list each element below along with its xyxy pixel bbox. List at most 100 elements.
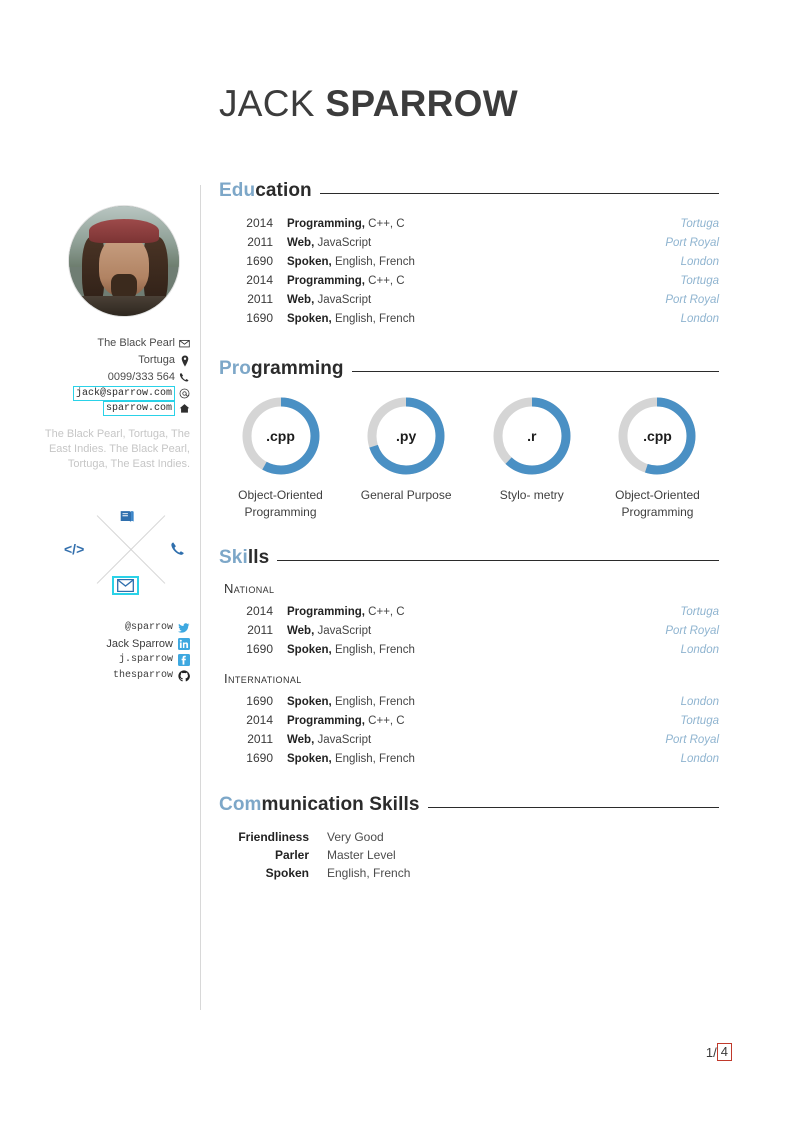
table-row: 1690 Spoken, English, French London: [227, 252, 719, 271]
table-row: 2014 Programming, C++, C Tortuga: [227, 271, 719, 290]
social-row-facebook[interactable]: j.sparrow: [40, 652, 190, 668]
contact-text: 0099/333 564: [107, 371, 175, 383]
comm-label: Spoken: [265, 866, 309, 880]
book-icon[interactable]: [118, 508, 136, 526]
social-handle[interactable]: thesparrow: [112, 670, 173, 681]
contact-row-location: Tortuga: [40, 352, 190, 369]
entry-detail: JavaScript: [317, 294, 372, 306]
twitter-icon: [178, 622, 190, 634]
entry-detail: JavaScript: [317, 625, 372, 637]
entry-place: Port Royal: [665, 625, 719, 637]
donut-caption: Object-Oriented Programming: [238, 488, 323, 519]
entry-detail: C++, C: [368, 606, 405, 618]
contact-row-phone: 0099/333 564: [40, 369, 190, 386]
section-education: Education 2014 Programming, C++, C Tortu…: [219, 180, 719, 328]
heading-rest: gramming: [250, 358, 344, 379]
column-divider: [200, 185, 201, 1010]
comm-label: Parler: [274, 848, 309, 862]
envelope-icon[interactable]: [112, 576, 139, 595]
contact-row-email-label: The Black Pearl: [40, 335, 190, 352]
entry-detail: English, French: [334, 753, 415, 765]
entry-body: Web, JavaScript: [287, 291, 665, 309]
heading-rule: [319, 192, 719, 195]
social-row-twitter[interactable]: @sparrow: [40, 620, 190, 636]
entry-year: 2011: [247, 235, 273, 249]
entry-topic: Spoken,: [287, 696, 332, 708]
entry-detail: English, French: [334, 313, 415, 325]
donut-chart: .cpp: [615, 394, 699, 478]
donut-label: .cpp: [266, 428, 295, 444]
entry-topic: Programming,: [287, 275, 365, 287]
entry-place: London: [680, 753, 719, 765]
entry-detail: C++, C: [368, 218, 405, 230]
donut-label: .r: [527, 428, 537, 444]
social-row-github[interactable]: thesparrow: [40, 668, 190, 684]
entry-body: Spoken, English, French: [287, 310, 681, 328]
entry-place: Tortuga: [680, 715, 719, 727]
entry-topic: Web,: [287, 625, 315, 637]
section-communication: Communication Skills Friendliness Very G…: [219, 794, 719, 882]
contact-row-email[interactable]: jack@sparrow.com: [40, 386, 190, 401]
donut-caption: General Purpose: [360, 488, 452, 502]
entry-detail: English, French: [334, 256, 415, 268]
social-handle[interactable]: Jack Sparrow: [106, 638, 173, 650]
contact-text: Tortuga: [138, 354, 175, 366]
sidebar: The Black Pearl Tortuga 0099/333 564 jac…: [40, 185, 190, 684]
github-icon: [178, 670, 190, 682]
donut-item: .cpp Object-Oriented Programming: [223, 394, 338, 521]
donut-chart: .r: [490, 394, 574, 478]
entry-place: Tortuga: [680, 275, 719, 287]
entry-year: 2014: [246, 713, 273, 727]
social-list: @sparrow Jack Sparrow j.sparrow thesparr…: [40, 620, 190, 684]
communication-table: Friendliness Very Good Parler Master Lev…: [223, 828, 719, 882]
entry-place: London: [680, 256, 719, 268]
current-page: 1: [705, 1044, 714, 1060]
total-pages[interactable]: 4: [716, 1043, 732, 1061]
heading-rule: [277, 559, 719, 562]
table-row: 2011 Web, JavaScript Port Royal: [227, 730, 719, 749]
main-column: JACK SPARROW Education 2014 Programming,…: [219, 80, 719, 882]
heading-rest: cation: [255, 180, 312, 201]
entry-year: 1690: [246, 311, 273, 325]
entry-body: Spoken, English, French: [287, 641, 681, 659]
table-row: 1690 Spoken, English, French London: [227, 692, 719, 711]
last-name: SPARROW: [325, 83, 518, 124]
linkedin-icon: [178, 638, 190, 650]
comm-value: Master Level: [327, 848, 396, 862]
heading-accent: Ski: [219, 547, 248, 568]
subsection-national: National: [224, 581, 275, 596]
entry-body: Spoken, English, French: [287, 693, 681, 711]
code-icon[interactable]: </>: [64, 541, 85, 557]
icon-cluster: </>: [40, 494, 190, 606]
contact-row-website[interactable]: sparrow.com: [40, 401, 190, 416]
table-row: 2014 Programming, C++, C Tortuga: [227, 602, 719, 621]
donut-chart: .py: [364, 394, 448, 478]
social-handle[interactable]: @sparrow: [124, 622, 173, 633]
table-row: 1690 Spoken, English, French London: [227, 640, 719, 659]
table-row: 2014 Programming, C++, C Tortuga: [227, 214, 719, 233]
contact-list: The Black Pearl Tortuga 0099/333 564 jac…: [40, 335, 190, 416]
entry-place: Tortuga: [680, 606, 719, 618]
entry-place: Port Royal: [665, 294, 719, 306]
entry-detail: English, French: [334, 696, 415, 708]
social-handle[interactable]: j.sparrow: [118, 654, 173, 665]
email-link[interactable]: jack@sparrow.com: [72, 386, 175, 401]
website-link[interactable]: sparrow.com: [102, 401, 175, 416]
heading-accent: Pro: [219, 358, 251, 379]
table-row: 2011 Web, JavaScript Port Royal: [227, 290, 719, 309]
entry-topic: Web,: [287, 294, 315, 306]
table-row: Spoken English, French: [223, 864, 719, 882]
social-row-linkedin[interactable]: Jack Sparrow: [40, 636, 190, 652]
entry-year: 2014: [246, 604, 273, 618]
phone-icon[interactable]: [170, 541, 186, 557]
entry-body: Web, JavaScript: [287, 622, 665, 640]
entry-topic: Programming,: [287, 606, 365, 618]
entry-year: 2011: [247, 292, 273, 306]
entry-place: London: [680, 644, 719, 656]
entry-body: Programming, C++, C: [287, 215, 680, 233]
donut-caption: Stylo- metry: [499, 488, 564, 502]
entry-topic: Web,: [287, 237, 315, 249]
entry-body: Programming, C++, C: [287, 603, 680, 621]
entry-detail: JavaScript: [317, 734, 372, 746]
home-icon: [179, 403, 190, 414]
